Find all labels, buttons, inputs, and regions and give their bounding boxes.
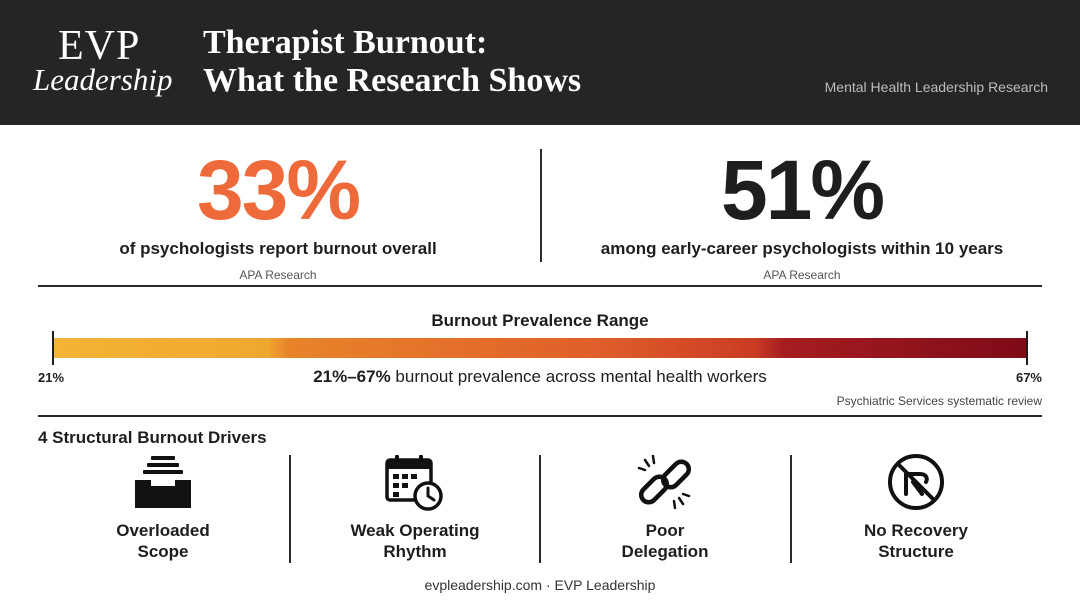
driver-label-line: Delegation bbox=[621, 542, 709, 561]
range-caption-bold: 21%–67% bbox=[313, 367, 391, 386]
section-divider bbox=[38, 415, 1042, 417]
calendar-clock-icon bbox=[385, 455, 443, 511]
section-divider bbox=[38, 285, 1042, 287]
header-banner: EVP Leadership Therapist Burnout: What t… bbox=[0, 0, 1080, 125]
stat-description: of psychologists report burnout overall bbox=[119, 239, 437, 258]
header-tagline: Mental Health Leadership Research bbox=[824, 79, 1048, 95]
stats-divider bbox=[540, 149, 542, 262]
prevalence-gradient-bar bbox=[53, 338, 1027, 358]
driver-label-line: Weak Operating bbox=[350, 521, 480, 540]
range-min-tick bbox=[52, 331, 54, 365]
range-caption-text: burnout prevalence across mental health … bbox=[390, 367, 767, 386]
driver-no-recovery-structure: No Recovery Structure bbox=[791, 452, 1041, 562]
inbox-tray-icon bbox=[135, 456, 191, 508]
stat-description: among early-career psychologists within … bbox=[600, 239, 1004, 258]
driver-weak-operating-rhythm: Weak Operating Rhythm bbox=[290, 452, 540, 562]
driver-label-line: Poor bbox=[645, 521, 685, 540]
stat-early-career-burnout: 51% among early-career psychologists wit… bbox=[552, 140, 1052, 282]
broken-link-icon bbox=[637, 454, 692, 510]
stat-psychologists-burnout: 33% of psychologists report burnout over… bbox=[28, 140, 528, 282]
range-max-tick bbox=[1026, 331, 1028, 365]
driver-divider bbox=[790, 455, 792, 563]
driver-label: Weak Operating Rhythm bbox=[290, 520, 540, 562]
page-title: Therapist Burnout: What the Research Sho… bbox=[203, 24, 581, 100]
logo-evp: EVP bbox=[58, 23, 141, 69]
driver-overloaded-scope: Overloaded Scope bbox=[38, 452, 288, 562]
driver-label-line: Scope bbox=[137, 542, 189, 561]
range-max-label: 67% bbox=[1015, 370, 1042, 385]
driver-label-line: Structure bbox=[878, 542, 954, 561]
driver-label-line: No Recovery bbox=[864, 521, 968, 540]
driver-label-line: Overloaded bbox=[116, 521, 210, 540]
driver-poor-delegation: Poor Delegation bbox=[540, 452, 790, 562]
stat-source: APA Research bbox=[239, 268, 317, 282]
range-source: Psychiatric Services systematic review bbox=[836, 394, 1042, 408]
range-title: Burnout Prevalence Range bbox=[431, 311, 649, 330]
driver-label: No Recovery Structure bbox=[791, 520, 1041, 562]
driver-label: Overloaded Scope bbox=[38, 520, 288, 562]
logo-leadership: Leadership bbox=[33, 62, 173, 97]
driver-divider bbox=[289, 455, 291, 563]
driver-label: Poor Delegation bbox=[540, 520, 790, 562]
drivers-title: 4 Structural Burnout Drivers bbox=[38, 428, 267, 447]
footer-credit: evpleadership.com · EVP Leadership bbox=[424, 577, 656, 593]
no-recovery-icon bbox=[888, 454, 944, 510]
title-line-2: What the Research Shows bbox=[203, 62, 582, 99]
driver-divider bbox=[539, 455, 541, 563]
range-min-label: 21% bbox=[38, 370, 65, 385]
title-line-1: Therapist Burnout: bbox=[203, 24, 488, 61]
stat-value: 51% bbox=[720, 143, 885, 237]
stat-source: APA Research bbox=[763, 268, 841, 282]
range-caption: 21%–67% burnout prevalence across mental… bbox=[0, 367, 1080, 387]
driver-label-line: Rhythm bbox=[383, 542, 447, 561]
stat-value: 33% bbox=[196, 143, 361, 237]
